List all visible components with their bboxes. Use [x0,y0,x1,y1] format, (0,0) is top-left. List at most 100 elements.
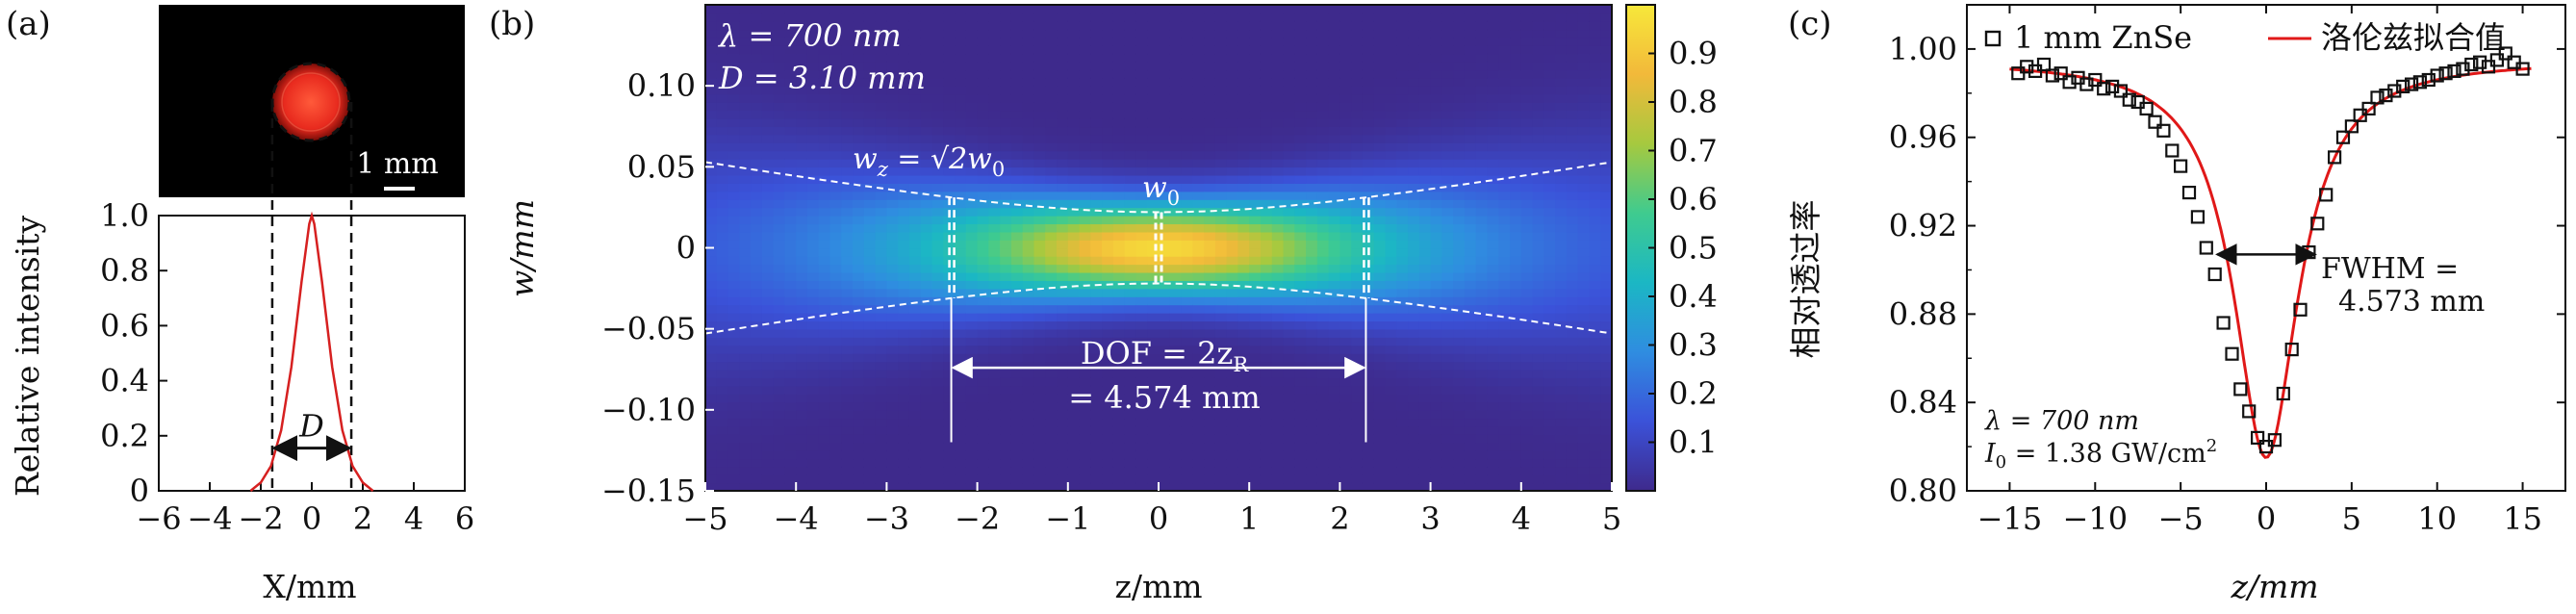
heatmap-cell [1204,174,1216,184]
heatmap-cell [751,45,763,55]
heatmap-cell [1351,86,1364,95]
heatmap-cell [1498,93,1511,103]
heatmap-cell [1543,20,1556,31]
heatmap-cell [908,385,922,395]
heatmap-cell [1192,434,1205,444]
heatmap-cell [818,280,831,290]
heatmap-cell [965,247,979,257]
heatmap-cell [773,352,786,363]
heatmap-cell [1112,134,1126,143]
heatmap-cell [727,86,741,95]
heatmap-cell [1362,337,1375,346]
heatmap-cell [1045,166,1058,176]
heatmap-cell [1204,166,1216,176]
heatmap-cell [1430,458,1443,468]
heatmap-cell [1487,199,1500,209]
heatmap-cell [796,223,808,233]
heatmap-cell [1589,102,1602,112]
heatmap-cell [1543,93,1556,103]
heatmap-cell [1192,5,1205,14]
heatmap-cell [1339,77,1352,87]
heatmap-cell [1045,304,1058,314]
heatmap-cell [908,377,922,387]
heatmap-cell [1260,5,1273,14]
heatmap-cell [1362,482,1375,491]
heatmap-cell [739,93,752,103]
heatmap-cell [1102,174,1114,184]
heatmap-cell [1033,288,1047,297]
heatmap-cell [898,102,910,112]
heatmap-cell [1000,425,1012,435]
heatmap-cell [943,191,956,200]
heatmap-cell [1510,231,1522,241]
heatmap-cell [988,174,1001,184]
heatmap-cell [1532,86,1545,95]
heatmap-cell [1159,231,1171,241]
heatmap-cell [1577,191,1591,200]
heatmap-cell [1555,458,1568,468]
heatmap-cell [1260,304,1273,314]
heatmap-cell [977,247,990,257]
heatmap-cell [1532,304,1545,314]
heatmap-cell [1441,215,1454,225]
heatmap-cell [1192,401,1205,411]
heatmap-cell [1090,102,1103,112]
heatmap-cell [1079,5,1092,14]
heatmap-cell [1362,369,1375,378]
heatmap-cell [988,37,1001,46]
heatmap-cell [1237,166,1250,176]
heatmap-cell [1226,150,1239,160]
heatmap-cell [1566,449,1579,460]
heatmap-cell [1271,13,1285,22]
heatmap-cell [1204,401,1216,411]
heatmap-cell [875,369,888,378]
heatmap-cell [1441,442,1454,451]
heatmap-cell [1010,401,1024,411]
heatmap-cell [751,361,763,371]
heatmap-cell [920,215,933,225]
heatmap-cell [1283,223,1296,233]
heatmap-cell [1237,442,1250,451]
heatmap-cell [1214,482,1228,491]
heatmap-cell [931,223,945,233]
heatmap-cell [1362,102,1375,112]
heatmap-cell [1328,401,1341,411]
heatmap-cell [1441,369,1454,378]
heatmap-cell [931,117,945,128]
heatmap-cell [853,93,865,103]
data-point [2088,72,2103,88]
heatmap-cell [1328,280,1341,290]
heatmap-cell [853,174,865,184]
heatmap-cell [1339,183,1352,192]
heatmap-cell [761,449,775,460]
heatmap-cell [1147,345,1160,354]
heatmap-cell [1373,69,1387,79]
heatmap-cell [1112,482,1126,491]
heatmap-cell [863,223,877,233]
heatmap-cell [1226,271,1239,281]
heatmap-cell [853,280,865,290]
heatmap-cell [1373,5,1387,14]
heatmap-cell [1566,191,1579,200]
heatmap-cell [1339,61,1352,71]
heatmap-cell [1577,442,1591,451]
heatmap-cell [1260,401,1273,411]
heatmap-cell [1362,93,1375,103]
heatmap-cell [1464,37,1477,46]
heatmap-cell [761,434,775,444]
heatmap-cell [1124,20,1137,31]
heatmap-cell [1532,385,1545,395]
heatmap-cell [1396,199,1409,209]
heatmap-cell [1316,215,1330,225]
heatmap-cell [943,466,956,475]
heatmap-cell [1000,385,1012,395]
heatmap-cell [1430,20,1443,31]
heatmap-cell [1271,231,1285,241]
heatmap-cell [1498,13,1511,22]
heatmap-cell [965,174,979,184]
heatmap-cell [988,69,1001,79]
heatmap-cell [1441,247,1454,257]
heatmap-cell [1010,117,1024,128]
heatmap-cell [1147,312,1160,322]
heatmap-cell [1090,142,1103,152]
